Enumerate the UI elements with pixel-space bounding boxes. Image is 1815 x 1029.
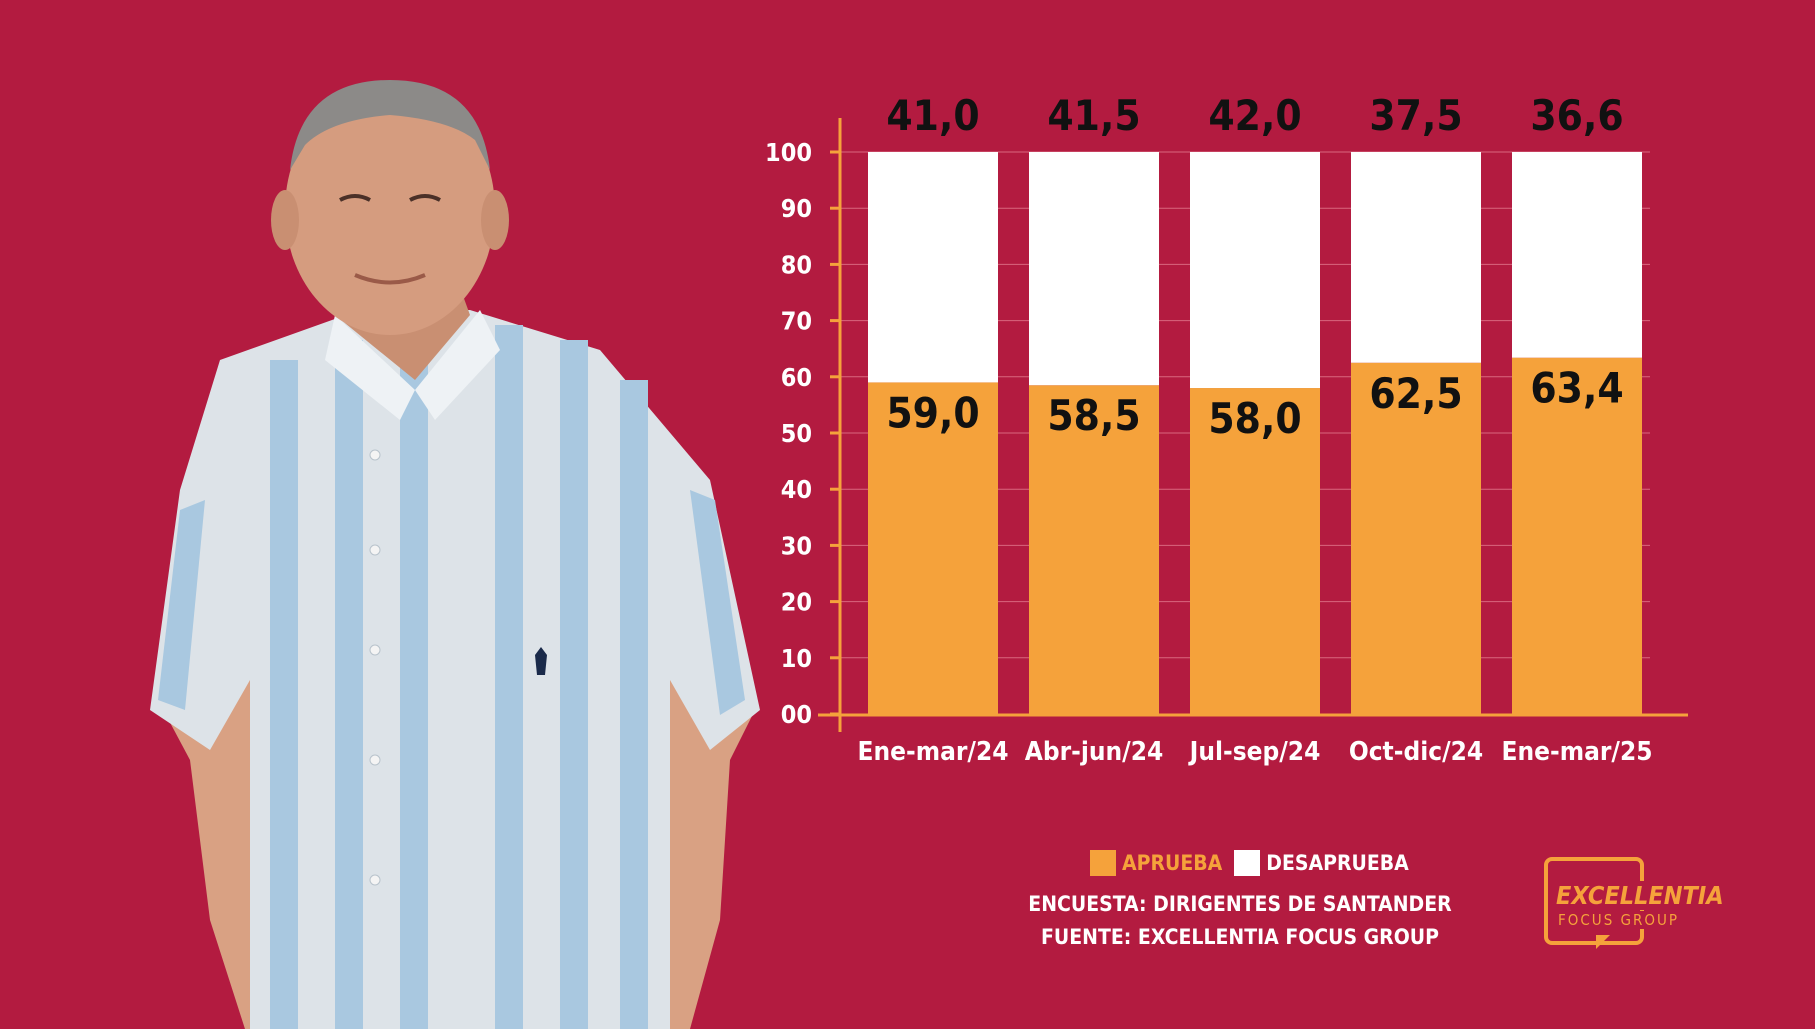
x-tick-labels: Ene-mar/24 Abr-jun/24 Jul-sep/24 Oct-dic/24…	[857, 737, 1652, 767]
data-label-aprueba: 63,4	[1530, 364, 1623, 413]
y-tick-label: 100	[765, 138, 812, 167]
y-tick-label: 10	[781, 644, 812, 673]
legend-label-desaprueba: DESAPRUEBA	[1266, 851, 1409, 875]
bar-desaprueba	[1512, 152, 1642, 358]
axes	[818, 118, 1688, 732]
y-tick-label: 70	[781, 307, 812, 336]
logo-tagline: FOCUS GROUP	[1556, 911, 1682, 929]
data-label-desaprueba: 36,6	[1530, 91, 1623, 140]
logo-wordmark: EXCELLENTIA	[1554, 881, 1726, 910]
excellentia-logo: EXCELLENTIA FOCUS GROUP	[1540, 855, 1730, 955]
data-label-desaprueba: 37,5	[1369, 91, 1462, 140]
source-text: FUENTE: EXCELLENTIA FOCUS GROUP	[1041, 925, 1439, 949]
data-label-aprueba: 62,5	[1369, 369, 1462, 418]
bar-desaprueba	[1351, 152, 1481, 363]
data-label-desaprueba: 42,0	[1208, 91, 1301, 140]
y-tick-label: 60	[781, 363, 812, 392]
x-tick-label: Abr-jun/24	[1025, 737, 1164, 767]
y-tick-label: 50	[781, 419, 812, 448]
data-label-aprueba: 59,0	[886, 388, 979, 437]
bar-desaprueba	[1190, 152, 1320, 389]
y-tick-label: 90	[781, 194, 812, 223]
y-tick-label: 30	[781, 531, 812, 560]
bar-aprueba	[1190, 388, 1320, 714]
bar-aprueba	[868, 382, 998, 714]
x-tick-label: Jul-sep/24	[1188, 737, 1321, 767]
data-label-desaprueba: 41,5	[1047, 91, 1140, 140]
x-tick-label: Ene-mar/25	[1501, 737, 1652, 767]
legend-swatch-desaprueba	[1234, 850, 1261, 876]
data-label-desaprueba: 41,0	[886, 91, 979, 140]
x-tick-label: Ene-mar/24	[857, 737, 1008, 767]
survey-text: ENCUESTA: DIRIGENTES DE SANTANDER	[1028, 892, 1452, 916]
source-note: ENCUESTA: DIRIGENTES DE SANTANDER FUENTE…	[1020, 888, 1460, 954]
legend-label-aprueba: APRUEBA	[1122, 851, 1223, 875]
data-labels: 59,0 41,0 58,5 41,5 58,0 42,0 62,5 37,5 63,4 36,6	[886, 91, 1623, 443]
legend: APRUEBA DESAPRUEBA	[1090, 848, 1409, 878]
bar-desaprueba	[1029, 152, 1159, 386]
bars	[868, 152, 1642, 714]
y-tick-label: 80	[781, 250, 812, 279]
legend-swatch-aprueba	[1090, 850, 1116, 876]
x-tick-label: Oct-dic/24	[1349, 737, 1483, 767]
logo-bubble-tail	[1596, 935, 1610, 949]
bar-aprueba	[1351, 362, 1481, 714]
bar-aprueba	[1029, 385, 1159, 714]
y-tick-label: 40	[781, 475, 812, 504]
person-photo	[150, 80, 760, 1029]
y-tick-label: 20	[781, 588, 812, 617]
data-label-aprueba: 58,5	[1047, 391, 1140, 440]
bar-desaprueba	[868, 152, 998, 383]
bar-aprueba	[1512, 357, 1642, 714]
y-tick-label: 00	[781, 700, 812, 729]
y-tick-labels: 00 10 20 30 40 50 60 70 80 90 100	[765, 138, 812, 729]
data-label-aprueba: 58,0	[1208, 394, 1301, 443]
